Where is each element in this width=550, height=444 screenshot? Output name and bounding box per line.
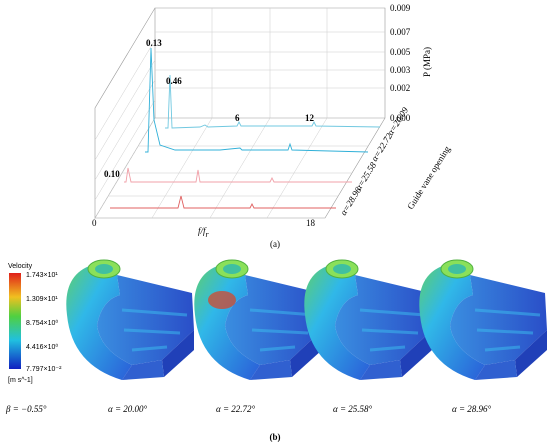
peak-label: 12 <box>305 113 315 123</box>
floor-grid <box>94 39 368 219</box>
y-axis-label: P (MPa) <box>422 47 432 77</box>
legend-tick: 1.309×10¹ <box>26 296 58 303</box>
legend-tick: 8.754×10⁰ <box>26 319 58 327</box>
legend-title: Velocity <box>8 263 33 270</box>
peak-label: 0.13 <box>146 38 162 48</box>
back-grid <box>155 8 385 118</box>
high-velocity-zone <box>208 291 236 309</box>
series-label: α=22.72 <box>369 131 394 163</box>
y-tick-label: 0.002 <box>390 83 410 93</box>
caption: α = 22.72° <box>216 404 256 414</box>
panel-label: (b) <box>270 432 281 442</box>
cfd-render <box>64 258 196 382</box>
panel-label: (a) <box>270 239 280 249</box>
box-edges <box>94 7 386 220</box>
x-axis-label: f/fr <box>198 226 210 239</box>
trace-alpha-22-72 <box>145 47 369 153</box>
caption: α = 20.00° <box>108 404 148 414</box>
trace-alpha-25-58 <box>124 167 352 183</box>
trace-alpha-20-09 <box>165 74 381 129</box>
waterfall-plot: 0.13 0.46 6 12 0.10 0.009 0.007 0.005 0.… <box>92 3 452 239</box>
legend-unit: [m s^-1] <box>8 377 33 384</box>
cfd-render <box>302 258 434 382</box>
cfd-render <box>192 258 324 382</box>
y-tick-label: 0.007 <box>390 27 411 37</box>
legend-tick: 1.743×10¹ <box>26 272 58 279</box>
depth-axis-label: Guide vane opening <box>405 144 452 211</box>
peak-label: 0.46 <box>166 76 182 86</box>
y-tick-label: 0.000 <box>390 113 411 123</box>
legend-tick: 4.416×10⁰ <box>26 343 58 351</box>
peak-label: 6 <box>235 113 240 123</box>
caption: α = 25.58° <box>333 404 373 414</box>
peak-label: 0.10 <box>104 169 120 179</box>
y-tick-label: 0.003 <box>390 65 411 75</box>
x-tick-label: 18 <box>306 218 316 228</box>
velocity-legend: Velocity 1.743×10¹ 1.309×10¹ 8.754×10⁰ 4… <box>8 263 62 384</box>
colorbar <box>9 273 21 369</box>
y-tick-label: 0.009 <box>390 3 411 13</box>
legend-tick: 7.797×10⁻² <box>26 366 62 373</box>
y-tick-label: 0.005 <box>390 47 411 57</box>
trace-alpha-28-96 <box>110 195 336 209</box>
cfd-render <box>417 258 549 382</box>
caption: β = −0.55° <box>5 404 47 414</box>
caption: α = 28.96° <box>452 404 492 414</box>
x-tick-label: 0 <box>92 218 97 228</box>
